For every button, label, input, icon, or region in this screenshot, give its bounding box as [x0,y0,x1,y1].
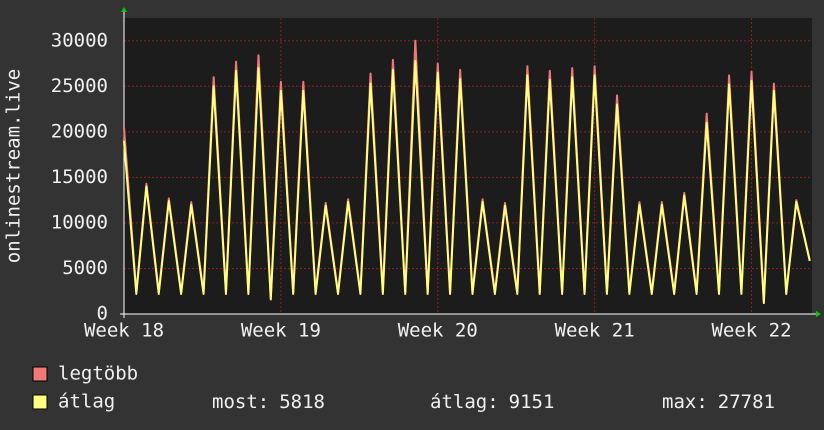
stat: átlag: 9151 [430,391,554,413]
y-tick-label: 5000 [62,257,108,279]
legend-label: legtöbb [58,363,138,385]
y-tick-label: 25000 [51,75,108,97]
stat-value: 5818 [279,391,325,413]
data-line [123,59,811,305]
y-tick-label: 0 [97,303,108,325]
legend-label: átlag [58,391,115,413]
stat: max: 27781 [662,391,775,413]
x-tick-label: Week 22 [711,320,791,342]
stat-label: max: [662,391,708,413]
axis-arrow [816,311,821,317]
y-tick-label: 30000 [51,29,108,51]
y-tick-label: 20000 [51,120,108,142]
stat-value: 27781 [718,391,775,413]
axis-arrow [121,7,127,12]
stat-label: átlag: [430,391,499,413]
y-axis-label: onlinestream.live [3,69,25,263]
legend-swatch [32,366,48,382]
y-tick-label: 15000 [51,166,108,188]
x-tick-label: Week 18 [84,320,164,342]
x-tick-label: Week 20 [398,320,478,342]
stat: most: 5818 [212,391,325,413]
x-tick-label: Week 19 [241,320,321,342]
stat-value: 9151 [509,391,555,413]
y-tick-label: 10000 [51,211,108,233]
legend-swatch [32,394,48,410]
stat-label: most: [212,391,269,413]
x-tick-label: Week 21 [555,320,635,342]
